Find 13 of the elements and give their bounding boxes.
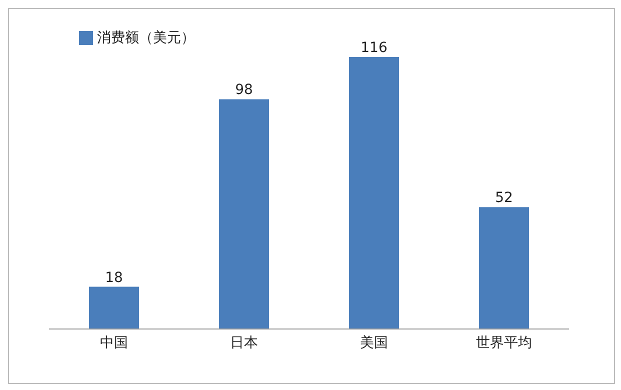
legend-label: 消费额（美元） [97, 30, 195, 46]
data-label: 98 [235, 82, 253, 98]
x-tick-label: 日本 [230, 334, 258, 351]
x-tick-label: 美国 [360, 334, 388, 351]
bar [89, 286, 139, 329]
bar [219, 99, 269, 329]
x-tick-label: 世界平均 [476, 334, 532, 351]
x-tick-label: 中国 [100, 334, 128, 351]
bar [349, 57, 399, 329]
data-label: 52 [495, 190, 513, 206]
data-label: 18 [105, 270, 123, 286]
data-label: 116 [360, 40, 388, 56]
bar [479, 207, 529, 329]
